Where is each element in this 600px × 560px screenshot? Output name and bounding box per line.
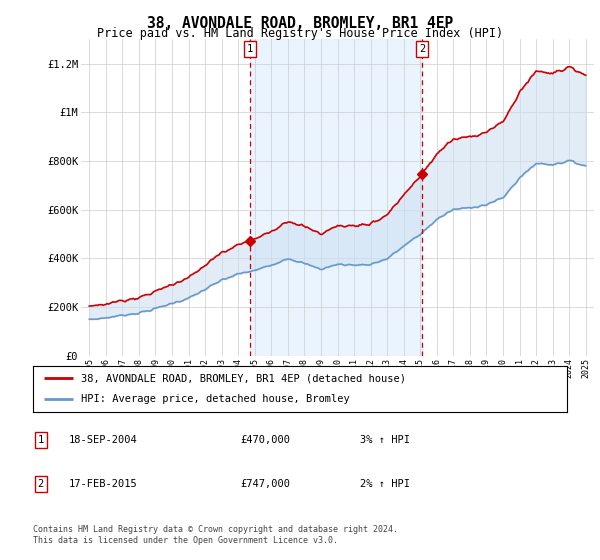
Text: 1: 1	[247, 44, 253, 54]
Text: 38, AVONDALE ROAD, BROMLEY, BR1 4EP: 38, AVONDALE ROAD, BROMLEY, BR1 4EP	[147, 16, 453, 31]
Text: Price paid vs. HM Land Registry's House Price Index (HPI): Price paid vs. HM Land Registry's House …	[97, 27, 503, 40]
Text: HPI: Average price, detached house, Bromley: HPI: Average price, detached house, Brom…	[81, 394, 350, 404]
Text: 38, AVONDALE ROAD, BROMLEY, BR1 4EP (detached house): 38, AVONDALE ROAD, BROMLEY, BR1 4EP (det…	[81, 373, 406, 383]
Text: 2: 2	[419, 44, 425, 54]
Text: £470,000: £470,000	[240, 435, 290, 445]
Text: 2% ↑ HPI: 2% ↑ HPI	[360, 479, 410, 489]
Text: 2: 2	[38, 479, 44, 489]
Text: 17-FEB-2015: 17-FEB-2015	[69, 479, 138, 489]
Text: £747,000: £747,000	[240, 479, 290, 489]
Text: 3% ↑ HPI: 3% ↑ HPI	[360, 435, 410, 445]
Text: 1: 1	[38, 435, 44, 445]
Text: Contains HM Land Registry data © Crown copyright and database right 2024.
This d: Contains HM Land Registry data © Crown c…	[33, 525, 398, 545]
Text: 18-SEP-2004: 18-SEP-2004	[69, 435, 138, 445]
Bar	[250, 39, 422, 356]
